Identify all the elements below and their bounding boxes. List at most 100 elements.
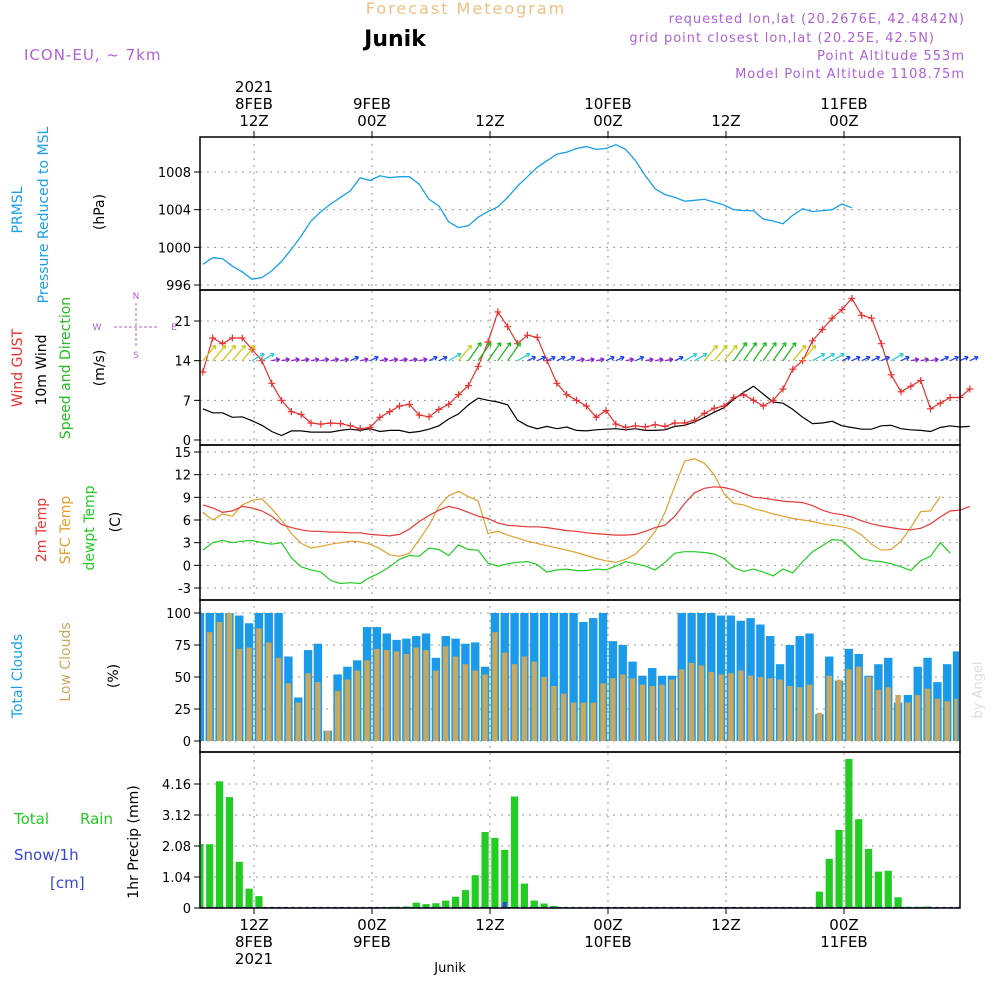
- requested-coords: requested lon,lat (20.2676E, 42.4842N): [669, 12, 965, 27]
- wind-arrow-head: [269, 352, 275, 358]
- gust-marker: [268, 379, 276, 387]
- rain-bar: [815, 891, 823, 908]
- wind-arrow-head: [442, 355, 448, 361]
- wind-arrow-head: [865, 355, 871, 361]
- gust-marker: [720, 402, 728, 410]
- wind-direction-arrow: [241, 344, 256, 362]
- gust-marker: [238, 334, 246, 342]
- wind-arrow-head: [456, 352, 462, 358]
- wind-arrow-head: [924, 357, 929, 363]
- top-time-label: 00Z: [829, 112, 858, 130]
- gust-marker: [563, 391, 571, 399]
- rain-bar: [501, 849, 509, 908]
- wind-direction-arrow: [949, 356, 959, 362]
- y-tick-label: 7: [183, 394, 191, 409]
- gust-marker: [474, 362, 482, 370]
- gust-marker: [799, 357, 807, 365]
- low-cloud-bar: [659, 684, 665, 741]
- wind-speed-line: [202, 385, 970, 437]
- wind-arrow-head: [467, 344, 473, 350]
- low-cloud-bar: [639, 684, 646, 741]
- gust-marker: [779, 385, 787, 393]
- low-cloud-bar: [334, 691, 341, 741]
- rain-bar: [255, 896, 263, 908]
- y-tick-label: 0: [183, 559, 191, 574]
- gust-marker: [809, 337, 817, 345]
- wind-arrow-head: [905, 355, 910, 361]
- y-tick-label: 1008: [158, 166, 191, 181]
- wind-direction-arrow: [743, 342, 757, 362]
- low-cloud-bar: [226, 613, 233, 741]
- wind-arrow-head: [649, 357, 654, 363]
- bottom-time-label: 12Z: [239, 916, 268, 934]
- wind-arrow-head: [364, 357, 369, 363]
- rain-bar: [235, 861, 243, 908]
- low-cloud-bar: [236, 648, 242, 741]
- rain-bar: [432, 903, 440, 908]
- wind-direction-arrow: [969, 356, 979, 362]
- wind-direction-arrow: [615, 356, 625, 362]
- wind-direction-arrow: [635, 356, 644, 362]
- low-clouds-label: Low Clouds: [58, 622, 74, 701]
- gust-marker: [464, 382, 472, 390]
- gust-marker: [632, 422, 640, 430]
- grid-point-coords: grid point closest lon,lat (20.25E, 42.5…: [629, 31, 935, 46]
- rain-bar: [874, 871, 882, 908]
- precip-panel-frame: [199, 751, 961, 909]
- point-altitude: Point Altitude 553m: [817, 49, 965, 64]
- low-cloud-bar: [325, 730, 331, 741]
- wind-direction-arrow: [713, 344, 728, 362]
- rain-bar: [530, 900, 538, 908]
- gust-marker: [553, 379, 561, 387]
- rain-bar: [835, 829, 843, 908]
- y-tick-label: 100: [166, 607, 191, 622]
- gust-marker: [356, 425, 364, 433]
- wind-direction-arrow: [330, 358, 339, 362]
- precip-plot: [200, 758, 960, 909]
- wind-arrow-head: [973, 355, 979, 361]
- bottom-time-label: 2021: [235, 950, 273, 968]
- wind-direction-arrow: [792, 344, 807, 362]
- wind-arrow-head: [251, 344, 256, 350]
- wind-arrow-head: [619, 355, 625, 361]
- rain-bar: [201, 843, 204, 908]
- rain-bar: [510, 796, 519, 908]
- gust-marker: [868, 314, 876, 322]
- rain-bar: [412, 902, 420, 908]
- station-title: Junik: [362, 27, 427, 52]
- top-time-label: 9FEB: [353, 95, 391, 113]
- total-label: Total: [13, 810, 49, 828]
- low-cloud-bar: [364, 660, 370, 741]
- low-cloud-bar: [747, 675, 754, 741]
- low-cloud-bar: [482, 674, 488, 741]
- wind-direction-arrow: [802, 344, 817, 362]
- wind-arrow-head: [732, 344, 738, 350]
- low-cloud-bar: [423, 650, 429, 741]
- gust-marker: [504, 323, 512, 331]
- gust-marker: [641, 423, 649, 431]
- low-cloud-bar: [757, 677, 764, 741]
- wind-arrow-head: [477, 342, 482, 347]
- low-cloud-bar: [934, 698, 941, 741]
- y-tick-label: 6: [183, 514, 191, 529]
- low-cloud-bar: [905, 702, 911, 741]
- speed-direction-label: Speed and Direction: [58, 297, 74, 439]
- gust-marker: [877, 340, 885, 348]
- gust-marker: [366, 424, 374, 432]
- wind-arrow-head: [723, 344, 728, 350]
- gust-marker: [769, 396, 777, 404]
- gust-marker: [661, 422, 669, 430]
- wind-arrow-head: [580, 357, 585, 363]
- low-cloud-bar: [708, 671, 714, 741]
- wind-gust-label: Wind GUST: [10, 328, 26, 407]
- low-cloud-bar: [590, 702, 596, 741]
- wind-direction-arrow: [369, 356, 379, 362]
- snow-label: Snow/1h: [14, 846, 79, 864]
- top-time-label: 12Z: [239, 112, 268, 130]
- y-tick-label: 75: [174, 639, 191, 654]
- top-time-label: 00Z: [593, 112, 622, 130]
- gust-marker: [425, 413, 433, 421]
- wind-arrow-head: [899, 352, 904, 358]
- low-cloud-bar: [315, 682, 321, 741]
